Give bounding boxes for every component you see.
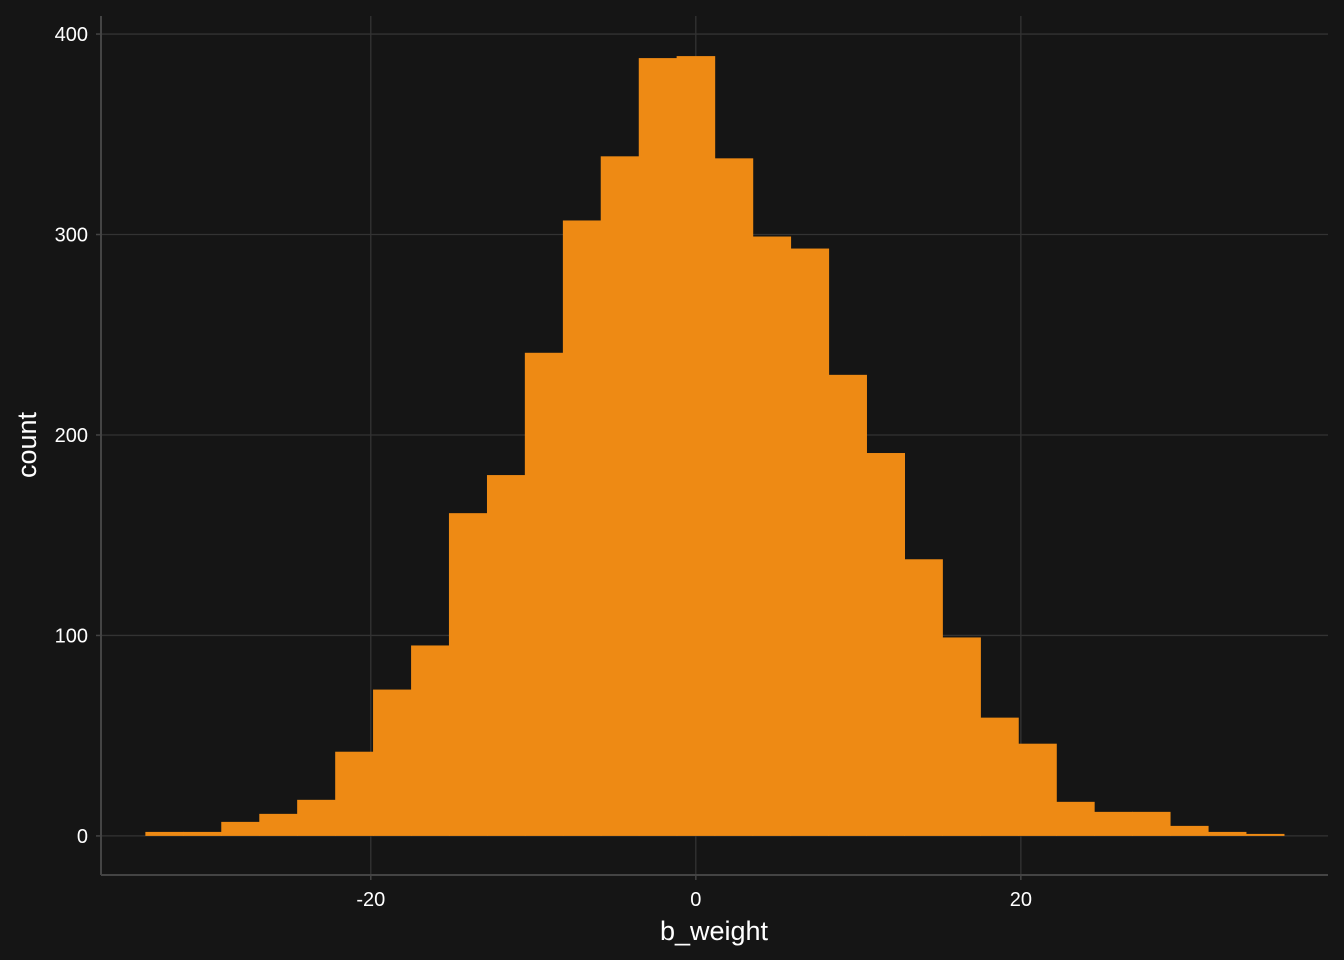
histogram-bar <box>790 248 830 836</box>
x-tick-label: -20 <box>356 889 385 911</box>
histogram-bar <box>1056 801 1095 836</box>
histogram-bar <box>600 156 640 836</box>
histogram-bar <box>980 717 1019 836</box>
histogram-bar <box>448 513 488 836</box>
y-tick-label: 100 <box>55 625 88 647</box>
histogram-bar <box>183 831 222 836</box>
axes <box>100 16 1328 876</box>
x-tick-label: 20 <box>1010 889 1032 911</box>
histogram-bar <box>145 831 184 836</box>
histogram-bar <box>411 645 450 836</box>
histogram-bar <box>1207 831 1247 836</box>
histogram-bar <box>297 799 336 836</box>
histogram-bar <box>638 58 678 836</box>
histogram-bar <box>828 374 867 836</box>
histogram-bar <box>1018 743 1057 836</box>
y-axis-title: count <box>12 411 42 478</box>
histogram-bar <box>1245 833 1285 836</box>
y-tick-label: 300 <box>55 225 88 247</box>
histogram-bar <box>904 559 943 836</box>
y-tick-label: 200 <box>55 425 88 447</box>
histogram-bar <box>335 751 374 836</box>
histogram-bar <box>752 236 792 836</box>
histogram-bar <box>373 689 412 836</box>
histogram-bar <box>221 821 260 836</box>
y-tick-label: 400 <box>55 24 88 46</box>
histogram-bars <box>145 56 1285 836</box>
y-tick-labels: 0 100 200 300 400 <box>55 24 101 848</box>
histogram-bar <box>1132 811 1171 836</box>
histogram-bar <box>714 158 754 836</box>
y-tick-label: 0 <box>77 826 88 848</box>
histogram-bar <box>866 453 906 836</box>
histogram-bar <box>562 220 602 836</box>
histogram-bar <box>1170 825 1209 836</box>
histogram-bar <box>1094 811 1133 836</box>
histogram-bar <box>486 475 526 836</box>
x-tick-labels: -20 0 20 <box>356 875 1032 911</box>
x-tick-label: 0 <box>690 889 701 911</box>
histogram-bar <box>676 56 716 836</box>
histogram-bar <box>259 813 298 836</box>
x-axis-title: b_weight <box>660 916 769 946</box>
histogram-bar <box>524 352 564 836</box>
histogram-bar <box>942 637 981 836</box>
